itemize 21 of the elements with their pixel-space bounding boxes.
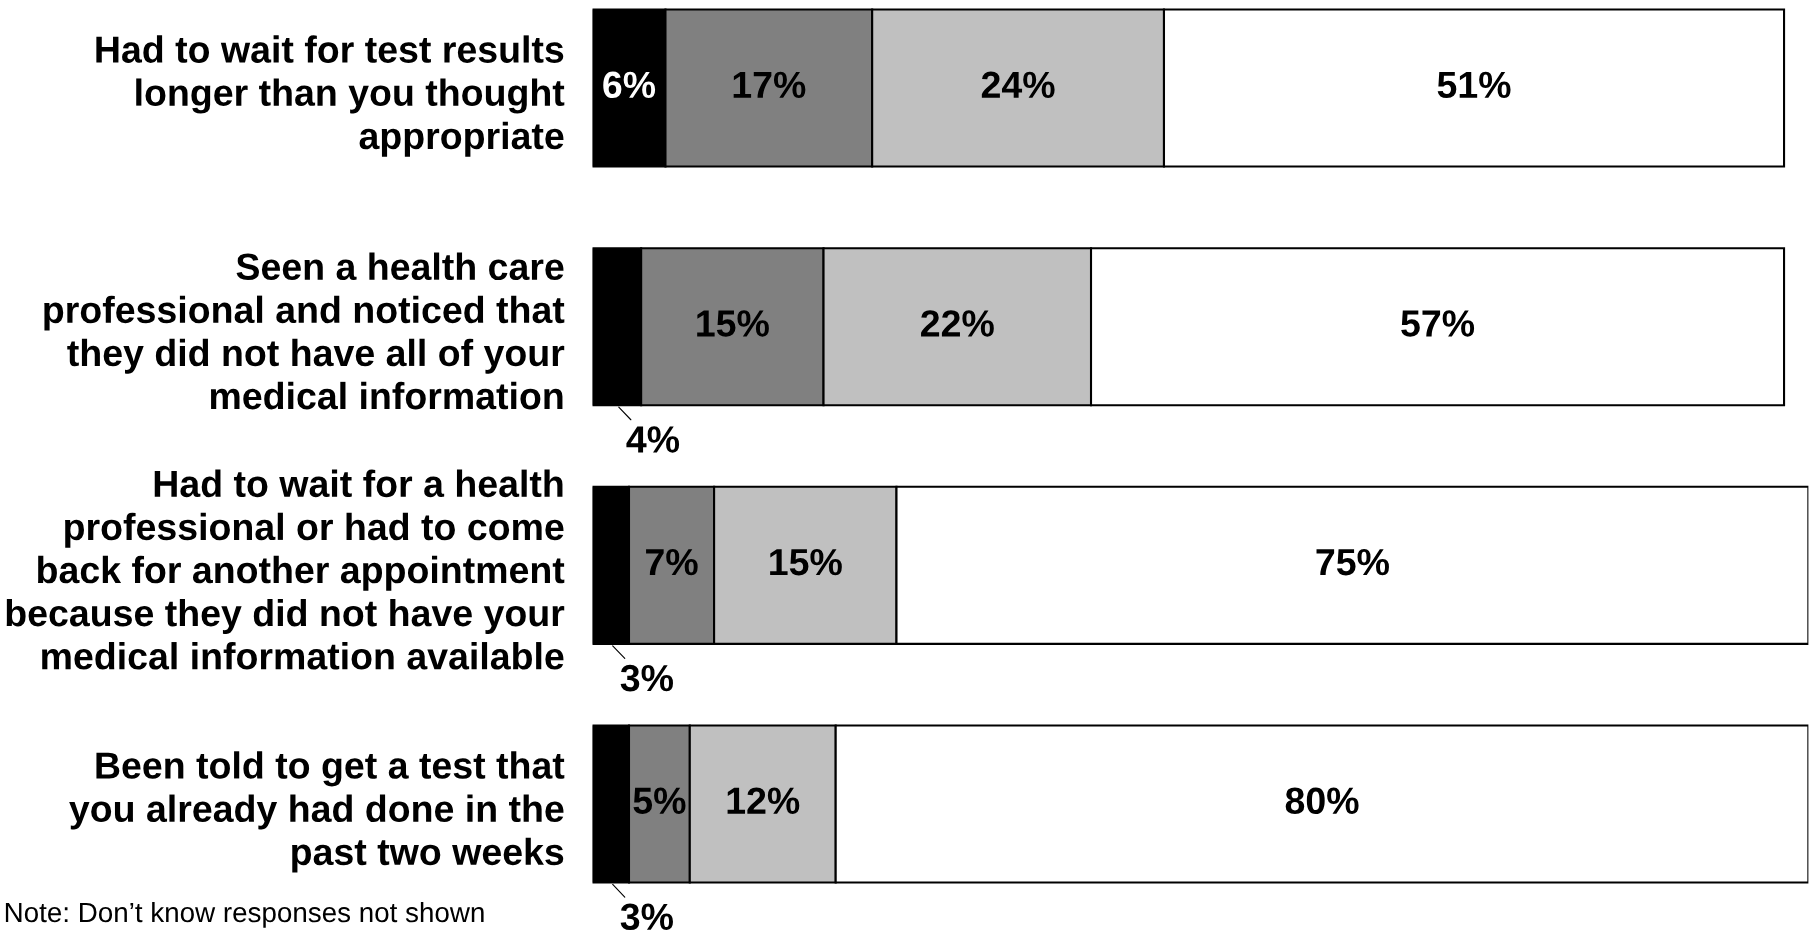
data-label: 12%: [727, 787, 800, 814]
data-label: 15%: [697, 310, 769, 337]
data-label: 6%: [603, 71, 656, 99]
data-label: 15%: [770, 548, 842, 576]
data-label: 5%: [633, 787, 686, 815]
data-label: 3%: [620, 664, 673, 692]
data-label: 17%: [733, 71, 806, 99]
data-label: 7%: [646, 548, 698, 576]
data-label: 4%: [626, 426, 680, 453]
text: Note: Don’t know responses not shown: [5, 901, 484, 928]
y-tick-label: Been told to get a test that you already had done in the past two weeks: [69, 751, 565, 873]
y-tick-label: Had to wait for a health professional or had to come back for another appointment because they did not have your medical information available: [6, 469, 565, 670]
data-label: 3%: [620, 903, 673, 931]
data-label: 24%: [981, 71, 1055, 99]
data-label: 22%: [921, 310, 994, 337]
data-label: 75%: [1316, 548, 1389, 576]
y-tick-label: Seen a health care professional and noticed that they did not have all of your medical information: [44, 252, 565, 410]
y-tick-label: Had to wait for test results longer than you thought appropriate: [96, 35, 565, 157]
data-label: 57%: [1401, 310, 1475, 337]
data-label: 80%: [1285, 787, 1359, 815]
data-label: 51%: [1437, 71, 1511, 99]
